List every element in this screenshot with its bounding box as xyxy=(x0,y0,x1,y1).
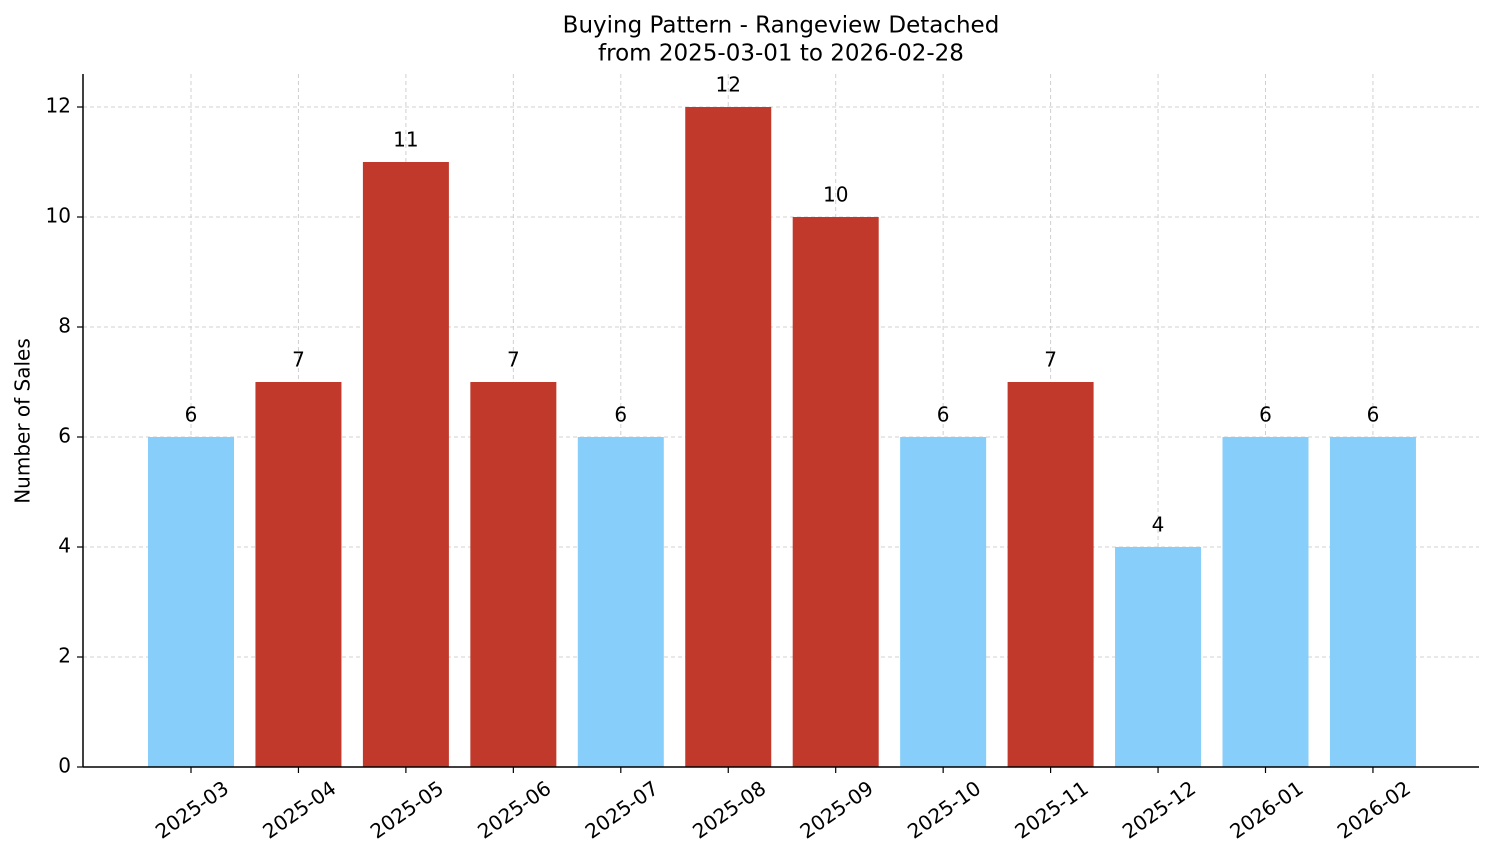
x-tick-label: 2025-07 xyxy=(581,776,663,844)
y-tick-label: 12 xyxy=(46,94,71,118)
bar xyxy=(1222,437,1309,767)
x-tick-label: 2026-01 xyxy=(1225,776,1307,844)
value-label: 6 xyxy=(1367,403,1380,427)
y-tick-label: 10 xyxy=(46,204,71,228)
value-label: 12 xyxy=(716,73,741,97)
bar xyxy=(1007,382,1094,767)
value-label: 6 xyxy=(614,403,627,427)
y-tick-label: 8 xyxy=(58,314,71,338)
x-tick-label: 2025-03 xyxy=(151,776,233,844)
y-tick-label: 6 xyxy=(58,424,71,448)
bar xyxy=(577,437,664,767)
y-tick-label: 2 xyxy=(58,644,71,668)
x-tick-label: 2025-10 xyxy=(903,776,985,844)
value-label: 6 xyxy=(185,403,198,427)
value-label: 7 xyxy=(1044,348,1057,372)
value-label: 6 xyxy=(1259,403,1272,427)
plot xyxy=(148,107,1416,767)
bar xyxy=(470,382,557,767)
bar xyxy=(1115,547,1202,767)
value-label: 11 xyxy=(393,128,418,152)
x-tick-label: 2025-08 xyxy=(688,776,770,844)
bar xyxy=(685,107,772,767)
x-tick-label: 2025-06 xyxy=(473,776,555,844)
value-label: 10 xyxy=(823,183,848,207)
bar xyxy=(1329,437,1416,767)
chart-title: Buying Pattern - Rangeview Detached xyxy=(563,13,1000,39)
chart-subtitle: from 2025-03-01 to 2026-02-28 xyxy=(598,41,964,67)
value-label: 7 xyxy=(507,348,520,372)
y-tick-label: 0 xyxy=(58,754,71,778)
bar xyxy=(255,382,342,767)
x-tick-label: 2025-11 xyxy=(1010,776,1092,844)
value-label: 7 xyxy=(292,348,305,372)
x-tick-label: 2025-12 xyxy=(1118,776,1200,844)
bar xyxy=(148,437,234,767)
x-tick-label: 2025-09 xyxy=(795,776,877,844)
bar xyxy=(792,217,879,767)
x-tick-label: 2025-04 xyxy=(258,776,340,844)
y-tick-label: 4 xyxy=(58,534,71,558)
bar xyxy=(900,437,987,767)
y-axis-label: Number of Sales xyxy=(11,338,35,504)
x-tick-label: 2025-05 xyxy=(366,776,448,844)
value-label: 6 xyxy=(937,403,950,427)
bar xyxy=(362,162,449,767)
x-tick-label: 2026-02 xyxy=(1333,776,1415,844)
value-label: 4 xyxy=(1152,513,1165,537)
